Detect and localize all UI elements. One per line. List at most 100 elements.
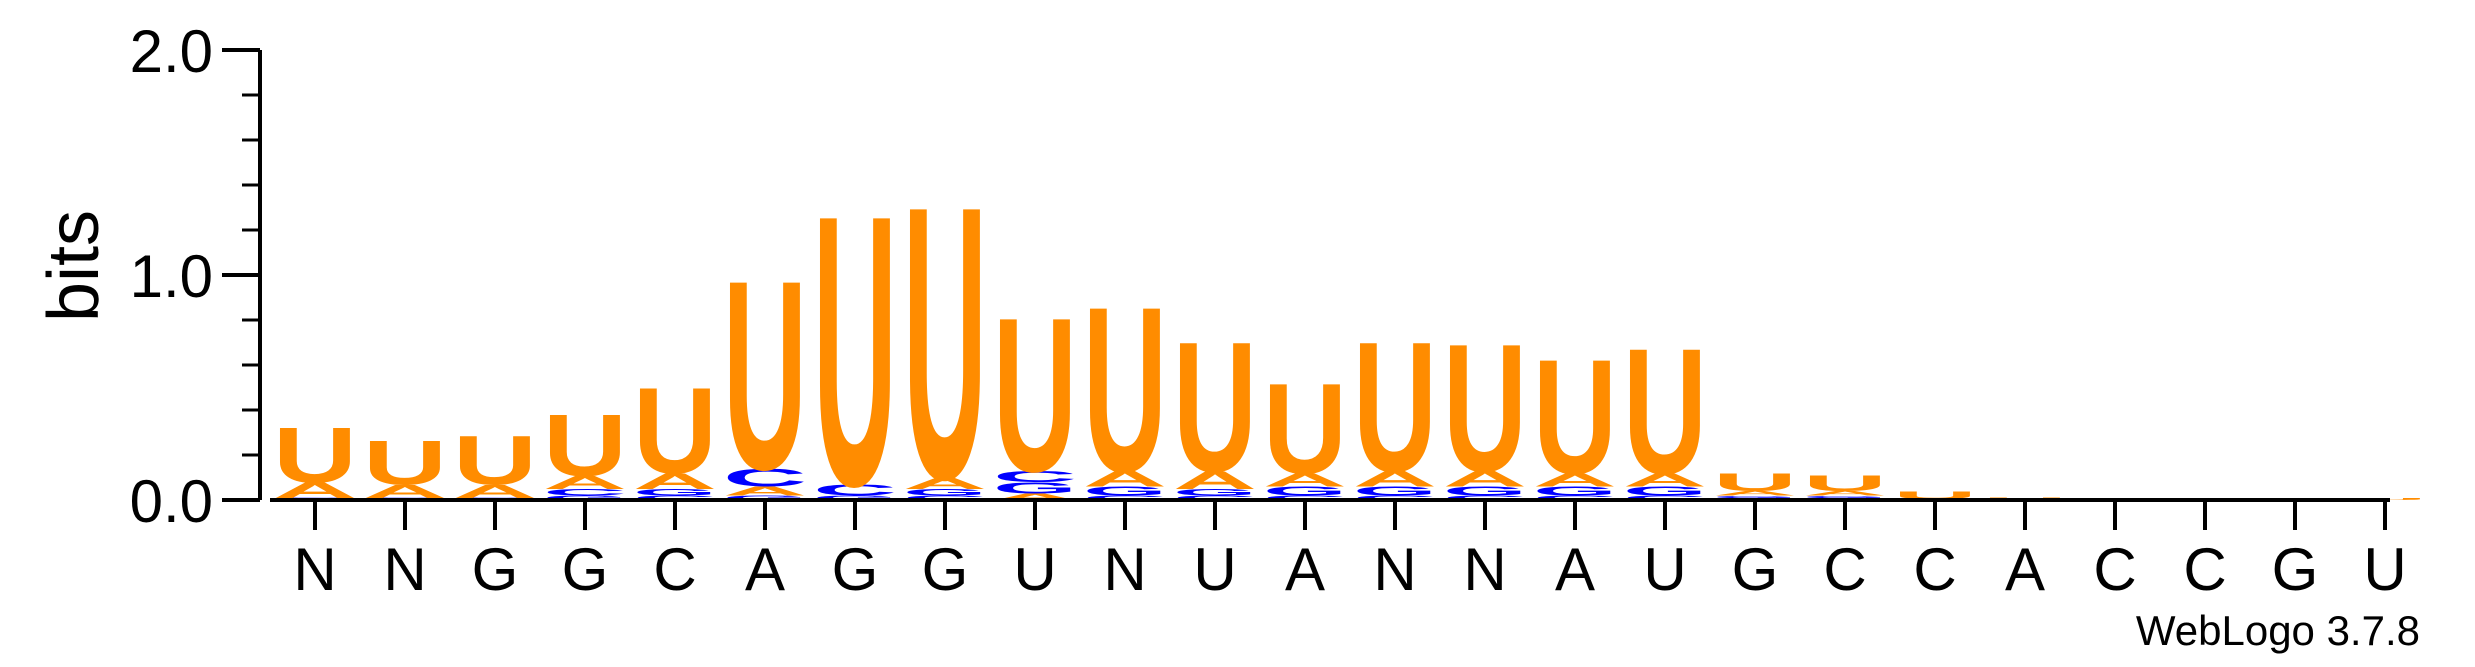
logo-letter: A (1263, 470, 1347, 491)
logo-letter: U (1623, 312, 1707, 512)
x-tick-label: A (2005, 536, 2045, 603)
y-tick-label: 0.0 (130, 468, 213, 535)
logo-letter: G (903, 487, 987, 497)
logo-column: GCU (813, 136, 897, 567)
logo-letter: U (1083, 259, 1167, 522)
logo-letter: U (1803, 471, 1887, 496)
logo-letter: U (723, 226, 807, 527)
y-axis: 0.0 1.0 2.0 (130, 18, 262, 535)
logo-letter: A (453, 481, 537, 502)
logo-stacks: CGAUCGAUCGAUGCAUCGAUGACUGCUCGAUAGCUCGAUC… (273, 125, 2427, 567)
x-tick-label: A (745, 536, 785, 603)
logo-letter: G (723, 494, 807, 501)
logo-letter: C (633, 494, 717, 501)
x-tick-label: C (653, 536, 696, 603)
logo-letter: G (1263, 484, 1347, 498)
logo-letter: C (1623, 494, 1707, 501)
x-tick-label: N (1463, 536, 1506, 603)
logo-letter: A (363, 481, 447, 502)
logo-letter: C (1263, 494, 1347, 501)
logo-letter: C (813, 481, 897, 499)
x-tick-label: C (2093, 536, 2136, 603)
logo-letter: U (1353, 303, 1437, 510)
logo-letter: A (1173, 466, 1257, 494)
x-tick-label: N (383, 536, 426, 603)
logo-letter: C (1443, 494, 1527, 501)
logo-letter: C (723, 464, 807, 492)
x-tick-label: C (1823, 536, 1866, 603)
logo-letter: C (993, 468, 1077, 486)
logo-letter: U (453, 422, 537, 499)
logo-letter: A (1713, 490, 1797, 497)
x-tick-label: G (472, 536, 519, 603)
logo-letter: A (633, 469, 717, 494)
logo-letter: A (723, 484, 807, 498)
x-tick-label: N (293, 536, 336, 603)
x-tick-label: U (1013, 536, 1056, 603)
x-tick-label: U (1193, 536, 1236, 603)
logo-letter: U (1173, 303, 1257, 510)
logo-letter: U (993, 273, 1077, 518)
x-tick-label: N (1103, 536, 1146, 603)
logo-letter: G (1713, 495, 1797, 498)
logo-letter: A (543, 472, 627, 493)
logo-letter: A (1803, 490, 1887, 497)
x-tick-label: C (1913, 536, 1956, 603)
logo-letter: G (543, 494, 627, 501)
logo-letter: A (1083, 467, 1167, 492)
x-tick-label: G (922, 536, 969, 603)
x-tick-label: U (2363, 536, 2406, 603)
y-tick-label: 1.0 (130, 243, 213, 310)
x-tick-label: A (1285, 536, 1325, 603)
logo-letter: G (1803, 495, 1887, 498)
logo-letter: G (993, 479, 1077, 497)
logo-letter: C (1173, 494, 1257, 501)
logo-letter: A (1533, 470, 1617, 491)
x-tick-label: G (1732, 536, 1779, 603)
x-tick-label: G (562, 536, 609, 603)
logo-letter: A (993, 492, 1077, 503)
logo-letter: U (543, 396, 627, 494)
logo-letter: U (1263, 358, 1347, 502)
logo-letter: G (1623, 484, 1707, 498)
logo-letter: U (903, 125, 987, 560)
logo-letter: C (903, 494, 987, 501)
weblogo-credit: WebLogo 3.7.8 (2136, 607, 2420, 654)
logo-letter: C (543, 487, 627, 498)
logo-letter: G (1443, 484, 1527, 498)
logo-letter: U (1533, 327, 1617, 509)
logo-letter: U (813, 136, 897, 567)
logo-letter: C (1083, 494, 1167, 501)
logo-letter: G (813, 494, 897, 501)
y-tick-label: 2.0 (130, 18, 213, 85)
logo-letter: U (363, 427, 447, 498)
x-tick-label: C (2183, 536, 2226, 603)
logo-letter: U (1443, 307, 1527, 510)
logo-letter: G (1353, 484, 1437, 498)
logo-letter: U (633, 363, 717, 499)
x-tick-label: N (1373, 536, 1416, 603)
logo-letter: A (1353, 467, 1437, 492)
x-tick-label: G (2272, 536, 2319, 603)
logo-letter: A (1443, 467, 1527, 492)
x-tick-label: U (1643, 536, 1686, 603)
logo-letter: G (1083, 484, 1167, 498)
x-tick-label: G (832, 536, 879, 603)
logo-letter: G (1173, 487, 1257, 497)
